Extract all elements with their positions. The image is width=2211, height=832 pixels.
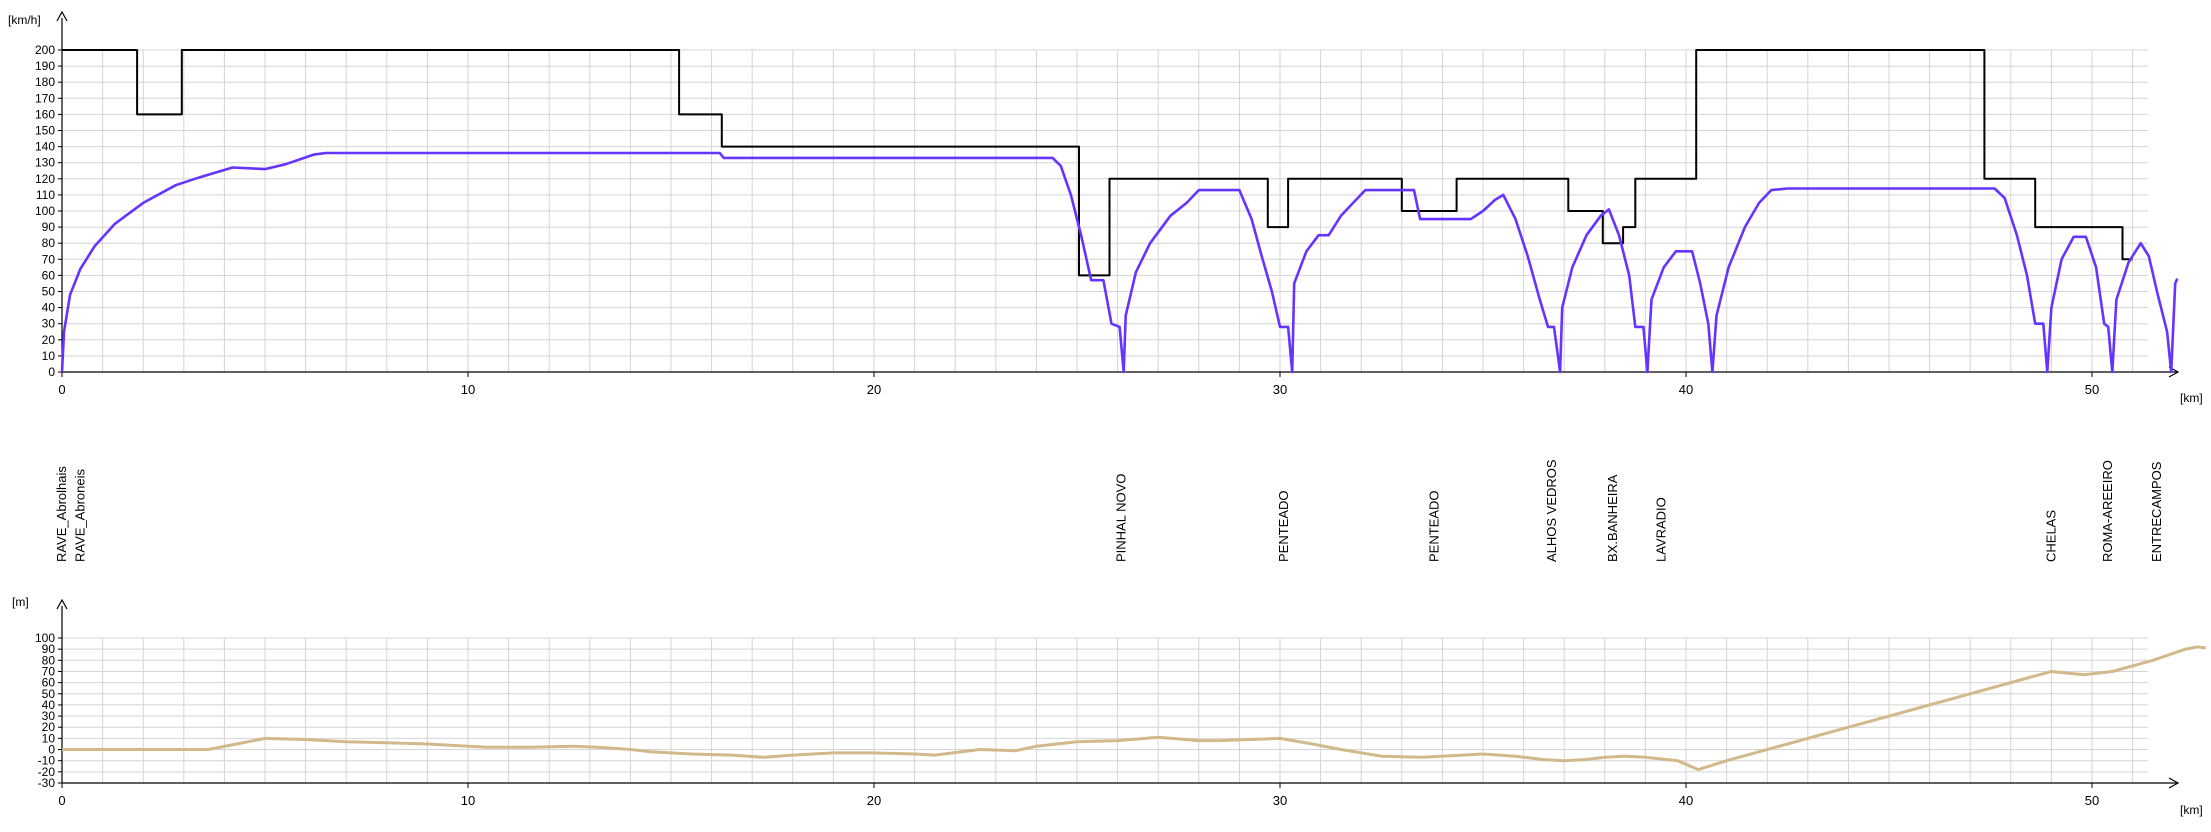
y-tick-label: 100 — [35, 204, 55, 218]
y-tick-label: 20 — [42, 333, 56, 347]
y-tick-label: 170 — [35, 91, 55, 105]
x-tick-label: 50 — [2085, 793, 2099, 808]
station-label: CHELAS — [2043, 510, 2058, 562]
x-tick-label: 0 — [58, 382, 65, 397]
x-tick-label: 10 — [461, 382, 475, 397]
y-tick-label: 50 — [42, 285, 56, 299]
y-tick-label: 90 — [42, 220, 56, 234]
y-tick-label: 160 — [35, 107, 55, 121]
speed-grid — [61, 49, 2148, 373]
station-label: PENTEADO — [1276, 490, 1291, 562]
y-tick-label: 10 — [42, 349, 56, 363]
station-label: PENTEADO — [1426, 490, 1441, 562]
y-tick-label: 120 — [35, 172, 55, 186]
y-tick-label: 30 — [42, 709, 56, 723]
y-tick-label: -20 — [38, 765, 56, 779]
station-label: ROMA-AREEIRO — [2100, 460, 2115, 562]
y-tick-label: 140 — [35, 140, 55, 154]
station-label: BX.BANHEIRA — [1605, 474, 1620, 562]
y-tick-label: -10 — [38, 754, 56, 768]
y-tick-label: 0 — [48, 743, 55, 757]
elevation-axes — [56, 598, 2180, 789]
y-tick-label: 180 — [35, 75, 55, 89]
y-tick-label: 50 — [42, 687, 56, 701]
x-tick-label: 20 — [867, 793, 881, 808]
y-axis-arrow — [56, 598, 68, 610]
station-label: PINHAL NOVO — [1114, 474, 1129, 562]
station-labels: RAVE_Abrolhais RAVE_Abroneis PINHAL NOVO PE… — [54, 459, 2164, 562]
station-label: LAVRADIO — [1654, 497, 1669, 562]
y-tick-label: 40 — [42, 698, 56, 712]
y-tick-label: 70 — [42, 252, 56, 266]
elevation-grid — [61, 637, 2148, 784]
x-tick-label: 0 — [58, 793, 65, 808]
speed-chart: 0102030405060708090100110120130140150160… — [8, 10, 2203, 405]
station-label: ENTRECAMPOS — [2149, 461, 2164, 562]
y-tick-label: 80 — [42, 236, 56, 250]
x-tick-label: 30 — [1273, 793, 1287, 808]
y-tick-label: 60 — [42, 676, 56, 690]
x-tick-label: 40 — [1679, 793, 1693, 808]
x-tick-label: 20 — [867, 382, 881, 397]
station-label: RAVE_Abrolhais — [54, 466, 69, 562]
y-tick-label: 10 — [42, 731, 56, 745]
y-tick-label: 190 — [35, 59, 55, 73]
y-tick-label: 150 — [35, 124, 55, 138]
elevation-y-axis-label: [m] — [12, 595, 29, 609]
speed-y-axis-label: [km/h] — [8, 13, 41, 27]
x-tick-label: 50 — [2085, 382, 2099, 397]
y-tick-label: 40 — [42, 301, 56, 315]
y-tick-label: 60 — [42, 268, 56, 282]
y-tick-label: -30 — [38, 776, 56, 790]
speed-series — [60, 49, 2179, 374]
y-tick-label: 90 — [42, 642, 56, 656]
x-tick-label: 10 — [461, 793, 475, 808]
y-tick-label: 110 — [36, 188, 55, 202]
y-tick-label: 0 — [48, 365, 55, 379]
y-tick-label: 130 — [35, 156, 55, 170]
y-tick-label: 200 — [35, 43, 55, 57]
elevation-line — [62, 645, 2206, 772]
x-tick-label: 40 — [1679, 382, 1693, 397]
y-axis-arrow — [56, 10, 68, 22]
y-tick-label: 30 — [42, 317, 56, 331]
speed-tick-labels: 0102030405060708090100110120130140150160… — [35, 43, 2099, 397]
actual-speed-line — [60, 151, 2179, 374]
x-axis-arrow — [2168, 777, 2180, 789]
x-tick-label: 30 — [1273, 382, 1287, 397]
station-label: ALHOS VEDROS — [1544, 459, 1559, 562]
elevation-x-axis-label: [km] — [2180, 803, 2203, 817]
elevation-series — [62, 645, 2206, 772]
y-tick-label: 80 — [42, 653, 56, 667]
station-label: RAVE_Abroneis — [72, 469, 87, 562]
y-tick-label: 20 — [42, 720, 56, 734]
y-tick-label: 100 — [35, 631, 55, 645]
y-tick-label: 70 — [42, 664, 56, 678]
speed-x-axis-label: [km] — [2180, 391, 2203, 405]
speed-limit-line — [62, 49, 2133, 277]
